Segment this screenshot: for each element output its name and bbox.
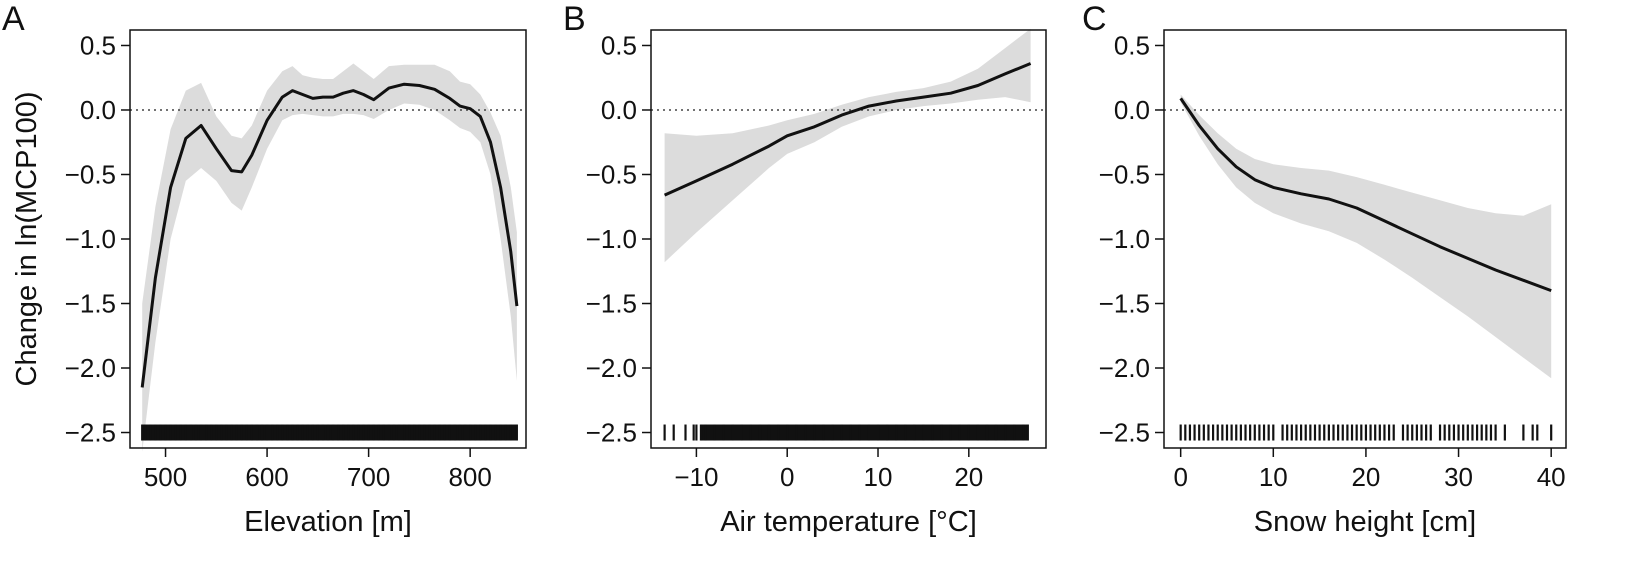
y-tick-label: 0.5 xyxy=(601,30,637,60)
fitted-line xyxy=(1179,97,1552,293)
y-tick-label: −1.0 xyxy=(1099,224,1150,254)
confidence-band xyxy=(1180,94,1552,379)
x-tick-label: 20 xyxy=(1351,462,1380,492)
y-tick-label: −2.5 xyxy=(1099,418,1150,448)
y-tick-label: −2.5 xyxy=(65,418,116,448)
panel-a: 0.5 0.0 −0.5 −1.0 −1.5 −2.0 −2.5 500 600 700 800 El… xyxy=(2,0,527,538)
x-tick-label: 800 xyxy=(448,462,491,492)
confidence-band xyxy=(142,63,517,452)
panel-letter: B xyxy=(563,0,586,38)
y-tick-label: −2.5 xyxy=(586,418,637,448)
fitted-line xyxy=(140,82,519,388)
y-tick-label: −2.0 xyxy=(65,353,116,383)
x-axis-title: Elevation [m] xyxy=(244,506,412,538)
panel-b: 0.5 0.0 −0.5 −1.0 −1.5 −2.0 −2.5 −10 0 10 20 Air te… xyxy=(563,0,1047,538)
panel-letter: A xyxy=(2,0,25,38)
fitted-line xyxy=(663,62,1032,197)
x-tick-label: 10 xyxy=(1259,462,1288,492)
x-tick-label: 500 xyxy=(144,462,187,492)
y-tick-label: 0.5 xyxy=(1114,30,1150,60)
y-tick-label: −1.5 xyxy=(65,289,116,319)
y-tick-label: −2.0 xyxy=(586,353,637,383)
x-tick-label: 20 xyxy=(954,462,983,492)
x-tick-label: −10 xyxy=(674,462,718,492)
y-tick-label: 0.0 xyxy=(1114,95,1150,125)
rug-dense-block xyxy=(700,424,1028,441)
y-tick-label: 0.0 xyxy=(601,95,637,125)
y-tick-label: 0.5 xyxy=(80,30,116,60)
y-tick-label: −0.5 xyxy=(65,159,116,189)
x-tick-label: 600 xyxy=(245,462,288,492)
panel-letter: C xyxy=(1082,0,1107,38)
y-tick-label: −0.5 xyxy=(1099,159,1150,189)
y-axis-title: Change in ln(MCP100) xyxy=(11,92,43,387)
confidence-band xyxy=(664,28,1031,263)
x-axis-title: Snow height [cm] xyxy=(1254,506,1476,538)
rug xyxy=(141,424,518,441)
x-tick-label: 0 xyxy=(1173,462,1187,492)
x-axis-title: Air temperature [°C] xyxy=(720,506,977,538)
panel-c: 0.5 0.0 −0.5 −1.0 −1.5 −2.0 −2.5 0 10 20 30 40 Snow … xyxy=(1082,0,1567,538)
rug xyxy=(663,424,1029,441)
x-tick-label: 40 xyxy=(1537,462,1566,492)
y-tick-label: −1.0 xyxy=(65,224,116,254)
y-tick-label: −1.5 xyxy=(586,289,637,319)
y-tick-label: −2.0 xyxy=(1099,353,1150,383)
rug xyxy=(1179,424,1553,441)
x-tick-label: 700 xyxy=(347,462,390,492)
x-tick-label: 0 xyxy=(780,462,794,492)
y-tick-label: −1.5 xyxy=(1099,289,1150,319)
y-tick-label: −1.0 xyxy=(586,224,637,254)
panels: 0.5 0.0 −0.5 −1.0 −1.5 −2.0 −2.5 500 600 700 800 El… xyxy=(2,0,1567,538)
x-tick-label: 30 xyxy=(1444,462,1473,492)
y-tick-label: 0.0 xyxy=(80,95,116,125)
y-tick-label: −0.5 xyxy=(586,159,637,189)
x-tick-label: 10 xyxy=(864,462,893,492)
